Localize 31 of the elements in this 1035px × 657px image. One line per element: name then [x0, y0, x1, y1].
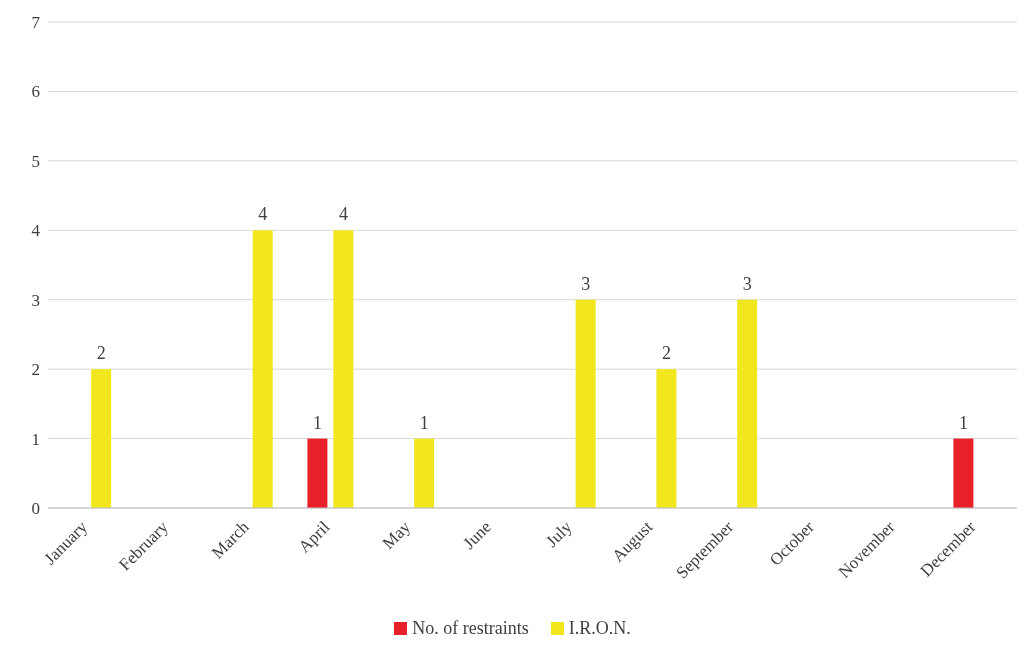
data-label: 1: [419, 412, 429, 433]
y-tick-label: 3: [31, 290, 40, 310]
y-tick-label: 6: [31, 82, 40, 102]
data-label: 3: [581, 273, 591, 294]
data-label: 3: [742, 273, 752, 294]
y-tick-label: 0: [31, 499, 40, 519]
bar: [737, 299, 758, 508]
bar: [252, 230, 273, 508]
x-tick-label: June: [459, 517, 495, 553]
bar: [414, 438, 435, 508]
data-label: 2: [661, 343, 671, 364]
legend-label: I.R.O.N.: [568, 618, 631, 639]
y-tick-label: 1: [31, 429, 40, 449]
bar: [953, 438, 974, 508]
data-label: 2: [96, 343, 106, 364]
bar: [333, 230, 354, 508]
x-tick-label: May: [378, 517, 415, 553]
y-tick-label: 5: [31, 151, 40, 171]
y-tick-label: 2: [31, 360, 40, 380]
y-tick-label: 4: [31, 221, 41, 241]
data-label: 4: [338, 204, 348, 225]
y-tick-label: 7: [31, 13, 41, 33]
bar: [91, 369, 112, 508]
data-label: 1: [312, 412, 322, 433]
bar: [307, 438, 328, 508]
bar: [656, 369, 677, 508]
x-tick-label: July: [542, 517, 577, 551]
bar: [575, 299, 596, 508]
legend-label: No. of restraints: [412, 618, 529, 639]
data-label: 1: [958, 412, 968, 433]
data-label: 4: [258, 204, 268, 225]
